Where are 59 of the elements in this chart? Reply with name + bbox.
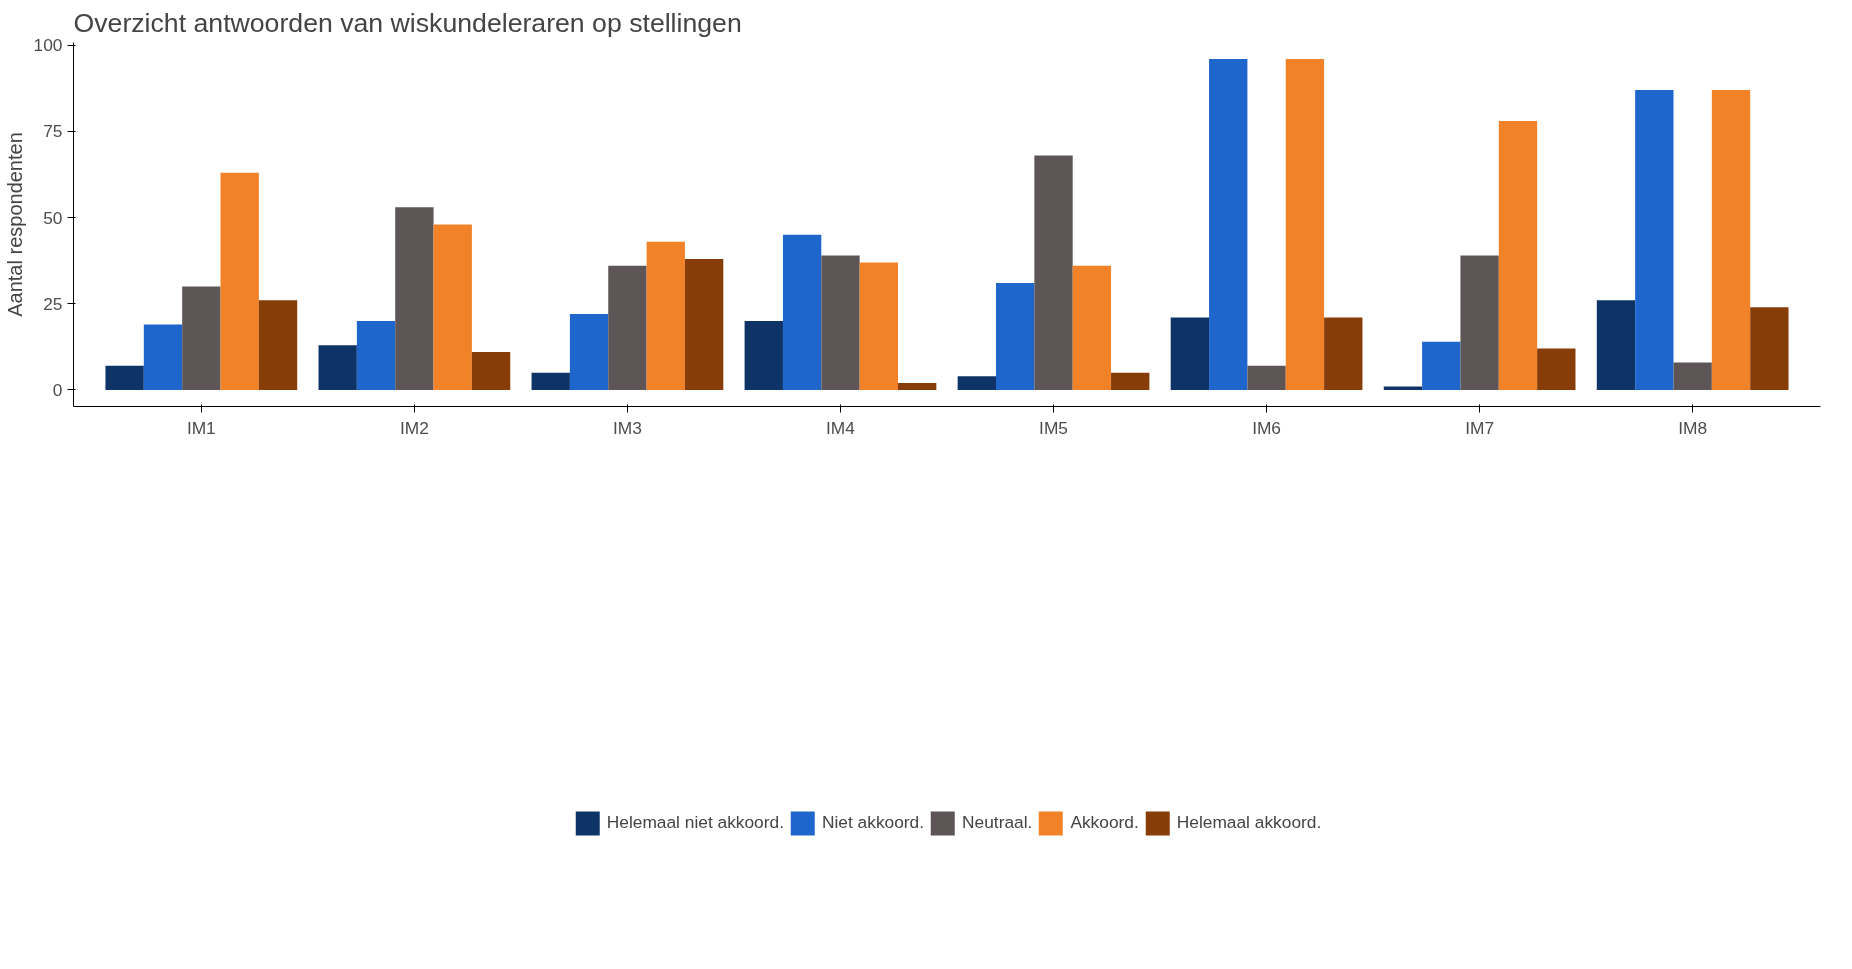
- bar: [1711, 90, 1751, 390]
- legend-label: Neutraal.: [962, 812, 1033, 833]
- bar: [258, 300, 298, 390]
- bar: [1635, 90, 1674, 390]
- bar: [1673, 362, 1712, 390]
- y-tick-label: 25: [43, 293, 63, 314]
- legend-label: Akkoord.: [1070, 812, 1139, 833]
- bar: [356, 321, 396, 390]
- bar: [782, 234, 822, 390]
- y-axis-title: Aantal respondenten: [3, 132, 26, 317]
- bar: [395, 207, 434, 390]
- bar: [1111, 372, 1150, 390]
- bar: [684, 258, 724, 390]
- bar: [1072, 265, 1112, 390]
- bar: [1170, 317, 1210, 390]
- x-tick-label: IM8: [1678, 417, 1708, 438]
- bar: [859, 262, 898, 390]
- bar: [1498, 121, 1538, 390]
- bar: [471, 352, 511, 390]
- x-tick-label: IM3: [612, 417, 642, 438]
- y-tick-label: 0: [52, 379, 63, 400]
- x-tick-label: IM1: [186, 417, 216, 438]
- bar: [143, 324, 183, 390]
- y-tick-label: 50: [43, 207, 63, 228]
- bar: [1596, 300, 1636, 390]
- bar: [433, 224, 472, 390]
- y-tick-label: 100: [33, 35, 63, 56]
- x-tick-label: IM7: [1465, 417, 1495, 438]
- bar: [996, 283, 1035, 390]
- bar: [182, 286, 221, 390]
- legend-label: Niet akkoord.: [821, 812, 925, 833]
- bar: [1422, 341, 1461, 390]
- legend-label: Helemaal niet akkoord.: [606, 812, 784, 833]
- bar: [821, 255, 860, 390]
- bar: [531, 372, 570, 390]
- bar: [744, 321, 783, 390]
- bar: [1537, 348, 1576, 390]
- bar: [105, 365, 144, 390]
- chart-title: Overzicht antwoorden van wiskundeleraren op stellingen: [73, 7, 742, 38]
- bar: [1324, 317, 1363, 390]
- bar: [1750, 307, 1789, 390]
- bar: [608, 265, 647, 390]
- bar: [1460, 255, 1499, 390]
- bar: [1209, 59, 1248, 390]
- bar: [220, 172, 259, 390]
- bar: [646, 241, 685, 390]
- bar: [1285, 59, 1325, 390]
- bar: [318, 345, 357, 390]
- bar: [1247, 365, 1286, 390]
- bar: [1034, 155, 1073, 390]
- bar: [898, 383, 937, 390]
- x-tick-label: IM6: [1252, 417, 1282, 438]
- x-tick-label: IM5: [1039, 417, 1068, 438]
- legend-label: Helemaal akkoord.: [1176, 812, 1322, 833]
- bar: [957, 376, 996, 390]
- bar: [569, 314, 609, 390]
- x-tick-label: IM2: [399, 417, 429, 438]
- y-tick-label: 75: [43, 121, 63, 142]
- x-tick-label: IM4: [826, 417, 856, 438]
